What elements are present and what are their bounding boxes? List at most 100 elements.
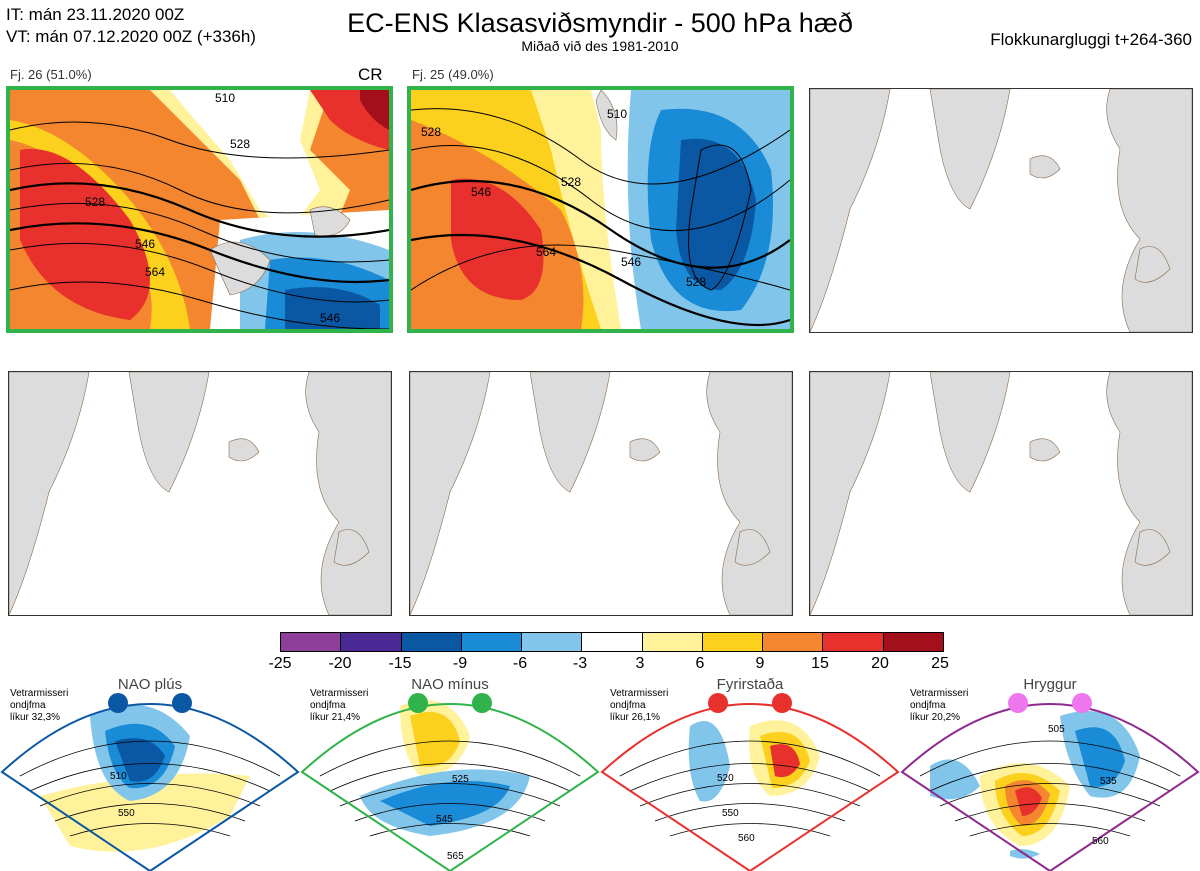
regime-title: NAO mínus (411, 676, 489, 693)
colorbar-bin (522, 633, 583, 651)
colorbar-tick: 3 (635, 655, 645, 672)
colorbar-bin (702, 633, 764, 651)
regime-border (300, 703, 600, 871)
contour-label: 550 (722, 808, 739, 819)
contour-label: 546 (135, 237, 155, 251)
contour-label: 560 (738, 833, 755, 844)
regime-info: Vetrarmisseri ondjfma líkur 26,1% (610, 688, 668, 724)
regime-marker-dot (708, 693, 728, 713)
regime-info-line: Vetrarmisseri (610, 688, 669, 699)
contour-label: 546 (320, 311, 340, 325)
contour-label: 520 (717, 773, 734, 784)
contour-label: 565 (447, 851, 464, 862)
regime-nao-plus: NAO plús Vetrarmisseri ondjfma líkur 32,… (0, 676, 300, 871)
regime-title: Fyrirstaða (716, 676, 784, 693)
classification-window: Flokkunargluggi t+264-360 (990, 30, 1192, 49)
cluster-map-2[interactable]: 528 546 528 564 546 528 510 (407, 86, 794, 333)
empty-map-4 (8, 371, 392, 616)
colorbar-tick: -6 (512, 655, 528, 672)
regime-info: Vetrarmisseri ondjfma líkur 20,2% (910, 688, 968, 724)
regime-marker-dot (772, 693, 792, 713)
regime-info-line: líkur 26,1% (610, 712, 661, 723)
contour-label: 528 (561, 175, 581, 189)
regime-ridge: Hryggur Vetrarmisseri ondjfma líkur 20,2… (900, 676, 1200, 871)
contour-label: 564 (536, 245, 556, 259)
regime-marker-dot (172, 693, 192, 713)
panel-1-label: Fj. 26 (51.0%) (10, 67, 92, 82)
regime-info-line: Vetrarmisseri (310, 688, 369, 699)
empty-map-6 (809, 371, 1193, 616)
regime-marker-dot (1072, 693, 1092, 713)
regime-info-line: líkur 32,3% (10, 712, 61, 723)
basemap (810, 372, 1192, 615)
regime-border (900, 703, 1200, 871)
contour-label: 545 (436, 814, 453, 825)
regime-title: NAO plús (117, 676, 183, 693)
regime-overlay: 510 550 525 545 565 520 550 560 505 535 … (108, 693, 1117, 862)
contour-label: 510 (110, 771, 127, 782)
colorbar-tick: -15 (388, 655, 412, 672)
regime-blocking: Fyrirstaða Vetrarmisseri ondjfma líkur 2… (600, 676, 900, 871)
contour-label: 528 (230, 137, 250, 151)
regime-marker-dot (108, 693, 128, 713)
contour-label: 564 (145, 265, 165, 279)
contour-label: 528 (85, 195, 105, 209)
contour-label: 505 (1048, 724, 1065, 735)
colorbar-bin (281, 633, 342, 651)
header-dates: IT: mán 23.11.2020 00Z VT: mán 07.12.202… (6, 4, 256, 48)
colorbar-bin (341, 633, 402, 651)
contour-label: 546 (621, 255, 641, 269)
regime-info-line: líkur 20,2% (910, 712, 961, 723)
contour-label: 528 (421, 125, 441, 139)
regime-nao-plus-graphics (0, 703, 300, 871)
colorbar-tick: 20 (871, 655, 889, 672)
valid-time: VT: mán 07.12.2020 00Z (+336h) (6, 27, 256, 46)
colorbar-bin (883, 633, 943, 651)
regime-info-line: ondjfma (310, 700, 346, 711)
colorbar-bin (763, 633, 824, 651)
regime-marker-dot (1008, 693, 1028, 713)
panel-1-regime-tag: CR (358, 65, 383, 84)
regime-nao-minus-graphics (300, 700, 600, 871)
regime-border (600, 703, 900, 871)
basemap (410, 372, 792, 615)
colorbar-tick: 6 (695, 655, 705, 672)
basemap (810, 89, 1192, 332)
contour-label: 550 (118, 808, 135, 819)
colorbar-tick: 25 (931, 655, 949, 672)
regime-blocking-graphics (600, 703, 900, 871)
colorbar-tick: -3 (572, 655, 588, 672)
colorbar-bin (642, 633, 703, 651)
empty-map-5 (409, 371, 793, 616)
colorbar-tick: -9 (452, 655, 468, 672)
regime-info-line: Vetrarmisseri (10, 688, 69, 699)
regime-border (0, 703, 300, 871)
empty-map-3 (809, 88, 1193, 333)
contour-label: 546 (471, 185, 491, 199)
colorbar-bin (401, 633, 462, 651)
regime-title: Hryggur (1023, 676, 1077, 693)
regime-info-line: ondjfma (10, 700, 46, 711)
colorbar-tick: -25 (268, 655, 292, 672)
colorbar-bin (582, 633, 643, 651)
colorbar-bin (461, 633, 523, 651)
regime-nao-minus: NAO mínus Vetrarmisseri ondjfma líkur 21… (300, 676, 600, 871)
regime-marker-dot (408, 693, 428, 713)
regime-ridge-graphics (900, 703, 1200, 871)
basemap (9, 372, 391, 615)
contour-label: 510 (215, 91, 235, 105)
regime-info-line: líkur 21,4% (310, 712, 361, 723)
page-subtitle: Miðað við des 1981-2010 (521, 38, 679, 54)
contour-label: 528 (686, 275, 706, 289)
contour-label: 560 (1092, 836, 1109, 847)
regime-info: Vetrarmisseri ondjfma líkur 21,4% (310, 688, 368, 724)
colorbar-tick: 9 (755, 655, 765, 672)
issue-time: IT: mán 23.11.2020 00Z (6, 5, 185, 24)
contour-label: 525 (452, 774, 469, 785)
regime-info: Vetrarmisseri ondjfma líkur 32,3% (10, 688, 68, 724)
regime-marker-dot (472, 693, 492, 713)
cluster-map-2-graphics: 528 546 528 564 546 528 510 (411, 90, 790, 329)
colorbar-bin (823, 633, 884, 651)
page-title: EC-ENS Klasasviðsmyndir - 500 hPa hæð (347, 8, 853, 38)
cluster-map-1[interactable]: 510 528 528 546 564 546 (6, 86, 393, 333)
